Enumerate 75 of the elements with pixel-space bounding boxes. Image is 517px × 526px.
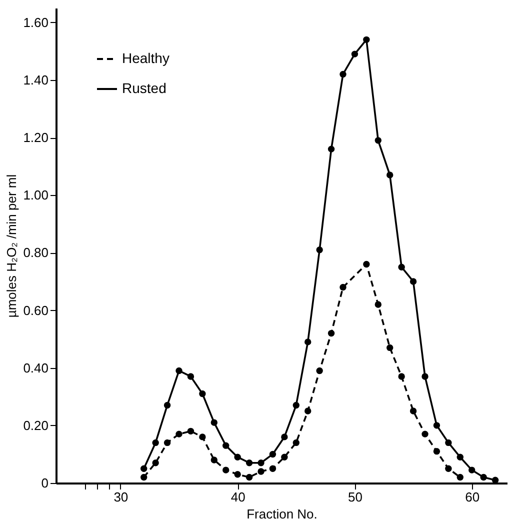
point	[398, 264, 405, 270]
point	[258, 460, 264, 466]
point	[304, 408, 312, 414]
point	[187, 373, 194, 380]
legend-label: Healthy	[122, 50, 170, 66]
point	[374, 301, 382, 308]
y-tick-label: 1.20	[23, 130, 48, 146]
point	[246, 474, 253, 481]
point	[468, 466, 476, 474]
y-tick-label: 0.20	[23, 418, 48, 433]
point	[422, 373, 428, 380]
point	[246, 460, 253, 466]
point	[363, 36, 370, 44]
point	[433, 422, 440, 429]
point	[152, 439, 159, 446]
y-tick-label: 1.40	[23, 72, 48, 88]
point	[363, 260, 370, 268]
legend-label: Rusted	[122, 80, 166, 96]
x-tick-label: 40	[230, 490, 246, 504]
point	[422, 430, 428, 438]
point	[374, 137, 382, 144]
point	[176, 430, 182, 438]
x-tick-label: 50	[348, 490, 362, 504]
x-tick-label: 30	[114, 490, 128, 504]
point	[340, 284, 346, 291]
y-tick-label: 1.60	[23, 14, 48, 30]
point	[386, 172, 394, 178]
point	[456, 454, 464, 460]
y-tick-label: 1.00	[23, 188, 48, 203]
point	[199, 434, 206, 440]
point	[386, 344, 394, 352]
point	[328, 330, 335, 337]
point	[480, 474, 487, 481]
point	[222, 442, 230, 449]
point	[304, 338, 312, 346]
point	[164, 402, 171, 409]
point	[234, 471, 241, 478]
point	[292, 439, 300, 446]
point	[316, 367, 323, 374]
point	[281, 434, 288, 440]
point	[351, 50, 358, 58]
point	[292, 402, 300, 409]
point	[456, 474, 464, 481]
point	[328, 146, 335, 152]
point	[445, 465, 452, 472]
point	[433, 448, 440, 455]
point	[410, 278, 417, 285]
point	[269, 465, 276, 472]
point	[316, 246, 323, 254]
x-axis-title: Fraction No.	[246, 506, 318, 522]
y-tick-label: 0	[41, 476, 48, 490]
point	[269, 450, 276, 458]
point	[281, 454, 288, 460]
point	[199, 390, 206, 398]
point	[222, 466, 230, 474]
point	[234, 454, 241, 460]
y-tick-label: 0.80	[23, 245, 48, 260]
point	[210, 456, 218, 464]
point	[258, 468, 264, 475]
point	[164, 439, 171, 446]
point	[492, 476, 499, 484]
point	[187, 428, 194, 435]
point	[445, 439, 452, 446]
point	[340, 70, 346, 78]
point	[410, 408, 417, 414]
point	[398, 373, 405, 380]
point	[152, 460, 159, 466]
y-tick-label: 0.60	[23, 302, 48, 318]
y-tick-label: 0.40	[23, 360, 48, 376]
point	[140, 465, 148, 472]
point	[176, 367, 182, 374]
x-tick-label: 60	[465, 490, 480, 504]
point	[140, 474, 148, 481]
y-axis-title: µmoles H₂O₂ /min per ml	[4, 174, 20, 318]
point	[210, 419, 218, 426]
